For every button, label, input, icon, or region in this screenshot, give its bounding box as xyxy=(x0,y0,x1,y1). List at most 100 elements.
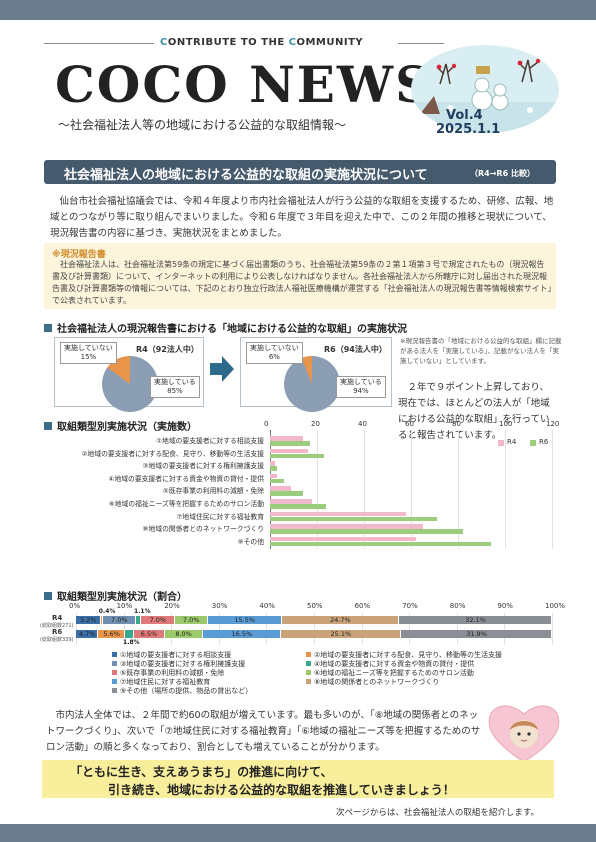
pie-footnote: ※現況報告書の「地域における公益的な取組」欄に記載がある法人を「実施している」、… xyxy=(400,337,562,365)
pie-r6-not-slice xyxy=(301,356,312,384)
bar-r6 xyxy=(270,453,325,459)
article-banner xyxy=(44,160,556,184)
stack-segment-label: 31.9% xyxy=(466,630,487,638)
pie-r6 xyxy=(284,356,340,412)
stack-legend-item: ⑦地域住民に対する福祉教育 xyxy=(112,677,210,687)
stack-tick-label: 40% xyxy=(259,602,275,610)
bar-category-label: ⑤既存事業の利用料の減額・免除 xyxy=(162,487,264,496)
stack-gridline xyxy=(266,613,268,645)
stack-segment-label: 16.5% xyxy=(231,630,253,638)
cta-line2: 引き続き、地域における公益的な取組を推進していきましょう！ xyxy=(108,783,455,797)
stack-tick-label: 90% xyxy=(497,602,513,610)
stack-segment-label: 4.7% xyxy=(78,630,96,638)
stack-segment xyxy=(76,630,99,638)
cta-box xyxy=(42,760,554,798)
bar-section-title: 取組類型別実施状況（実施数） xyxy=(44,418,197,433)
pie-r6-yes-pct: 94% xyxy=(353,387,369,395)
legend-label: ②地域の要支援者に対する配食、見守り、移動等の生活支援 xyxy=(314,651,502,659)
stack-tick-label: 50% xyxy=(307,602,323,610)
stack-segment xyxy=(125,630,134,638)
stack-segment xyxy=(281,616,400,624)
stack-legend-item: ⑧地域の関係者とのネットワークづくり xyxy=(306,677,439,687)
stack-gridline xyxy=(409,613,411,645)
stack-tick-label: 0% xyxy=(69,602,81,610)
stack-segment-label: 6.5% xyxy=(140,630,158,638)
top-band xyxy=(0,0,596,20)
pie-r6-yes-text: 実施している xyxy=(340,378,382,386)
bar-category-label: ⑦地域住民に対する福祉教育 xyxy=(176,512,264,521)
stack-segment xyxy=(98,630,125,638)
stack-segment xyxy=(174,616,208,624)
bar-r4 xyxy=(270,499,313,504)
legend-label: ③地域の要支援者に対する権利擁護支援 xyxy=(120,660,246,668)
section-marker-icon xyxy=(44,592,52,600)
tagline-rule-left xyxy=(44,43,154,44)
stack-tick-label: 100% xyxy=(545,602,566,610)
stack-segment xyxy=(102,616,136,624)
logo: COCO NEWS xyxy=(55,55,434,114)
tagline-part2: OMMUNITY xyxy=(296,37,364,48)
stack-legend-item: ①地域の要支援者に対する相談支援 xyxy=(112,650,231,660)
stack-segment-label: 7.0% xyxy=(149,616,167,624)
pie-r4-not-label: 実施していない 15% xyxy=(60,342,117,364)
note-body: 社会福祉法人は、社会福祉法第59条の規定に基づく届出書類のうち、社会福祉法第59… xyxy=(52,260,552,305)
tagline: CONTRIBUTE TO THE COMMUNITY xyxy=(160,37,363,48)
legend-swatch xyxy=(112,688,117,693)
pie-r6-title: R6（94法人中） xyxy=(324,345,387,354)
intro-paragraph: 仙台市社会福祉協議会では、令和４年度より市内社会福祉法人が行う公益的な取組を支援… xyxy=(50,196,554,239)
page-footnote: 次ページからは、社会福祉法人の取組を紹介します。 xyxy=(336,808,539,818)
bar-r6 xyxy=(270,466,278,471)
stack-segment-label: 7.0% xyxy=(182,616,200,624)
bar-category-label: ⑧地域の関係者とのネットワークづくり xyxy=(142,525,264,534)
bar-section-title-text: 取組類型別実施状況（実施数） xyxy=(57,422,197,433)
pie-comment: ２年で９ポイント上昇しており、現在では、ほとんどの法人が「地域における公益的な取… xyxy=(398,382,550,441)
bar-gridline xyxy=(458,430,459,550)
stack-legend-item: ③地域の要支援者に対する権利擁護支援 xyxy=(112,659,245,669)
bar-category-label: ⑨その他 xyxy=(237,537,264,546)
issue-date: 2025.1.1 xyxy=(436,122,501,137)
stack-segment xyxy=(164,630,203,638)
stack-segment xyxy=(141,616,175,624)
stack-segment xyxy=(207,616,282,624)
stack-gridline xyxy=(76,613,77,645)
cta-line1: 「ともに生き、支えあうまち」の推進に向けて、 xyxy=(70,765,333,779)
bar-category-label: ⑥地域の福祉ニーズ等を把握するためのサロン活動 xyxy=(108,500,264,508)
arrow-right-icon xyxy=(210,356,234,382)
pie-r4-not-pct: 15% xyxy=(80,353,97,361)
stack-legend-item: ⑥地域の福祉ニーズ等を把握するためのサロン活動 xyxy=(306,668,474,678)
note-title: ※現況報告書 xyxy=(52,250,106,260)
stack-segment-label: 8.0% xyxy=(175,630,192,638)
bar-r4 xyxy=(270,461,275,466)
stack-segment xyxy=(399,616,552,624)
stack-gridline xyxy=(361,613,363,645)
stack-tick-label: 60% xyxy=(354,602,371,610)
stack-tick-label: 30% xyxy=(211,602,228,610)
pie-r6-not-text: 実施していない xyxy=(250,344,299,352)
stack-legend-item: ⑤既存事業の利用料の減額・免除 xyxy=(112,668,224,678)
bar-axis xyxy=(270,430,271,550)
stack-gridline xyxy=(123,613,125,645)
stack-segment-label: 5.2% xyxy=(80,616,97,624)
stack-tick-label: 80% xyxy=(449,602,466,610)
stack-segment xyxy=(135,616,142,624)
pie-r4-yes-label: 実施している 85% xyxy=(150,376,200,398)
pie-r4-not-text: 実施していない xyxy=(64,344,113,352)
legend-label: ⑧地域の関係者とのネットワークづくり xyxy=(314,678,440,686)
tagline-part1: ONTRIBUTE TO THE xyxy=(167,37,289,48)
legend-swatch xyxy=(306,661,311,666)
heart-mascot-illustration xyxy=(488,705,560,763)
legend-swatch xyxy=(306,652,311,657)
legend-swatch xyxy=(112,679,117,684)
bar-category-label: ①地域の要支援者に対する相談支援 xyxy=(155,437,264,445)
stack-legend-item: ④地域の要支援者に対する資金や物資の貸付・提供 xyxy=(306,659,474,669)
bar-r6 xyxy=(270,504,327,509)
volume: Vol.4 xyxy=(446,108,483,123)
stack-row-sublabel: (総取組数271) xyxy=(40,623,74,629)
pie-section-title-text: 社会福祉法人の現況報告書における「地域における公益的な取組」の実施状況 xyxy=(57,324,407,335)
stack-segment-label: 5.6% xyxy=(103,630,120,638)
pie-r6-not-label: 実施していない 6% xyxy=(246,342,303,364)
legend-label: ①地域の要支援者に対する相談支援 xyxy=(120,651,232,659)
stack-segment-label: 25.1% xyxy=(330,630,352,638)
stack-tick-label: 10% xyxy=(116,602,133,610)
article-title-note: （R4→R6 比較） xyxy=(470,169,535,178)
